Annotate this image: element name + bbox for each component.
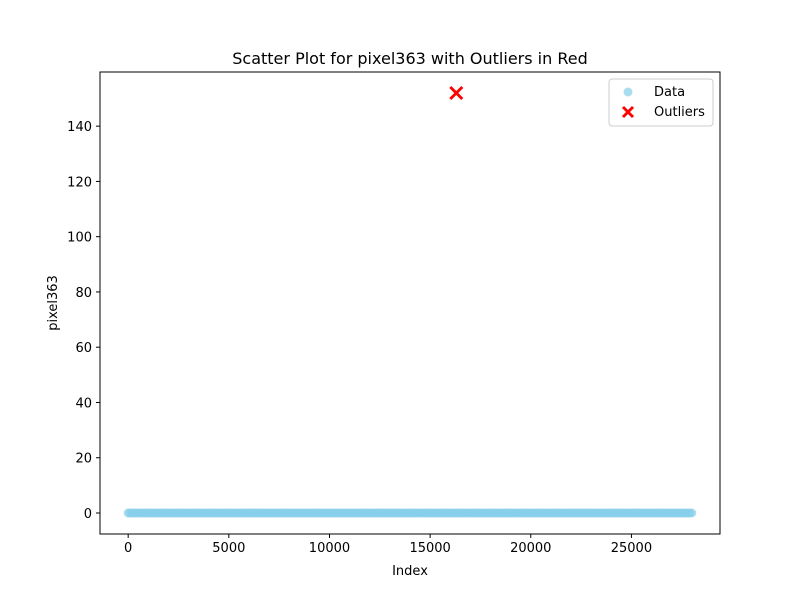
legend-data-label: Data [654, 85, 685, 100]
y-tick-label: 60 [75, 341, 92, 356]
y-tick-label: 100 [67, 231, 92, 246]
y-axis-label: pixel363 [46, 275, 61, 331]
x-tick-label: 0 [124, 541, 132, 556]
legend: Data Outliers [608, 78, 714, 127]
x-tick-label: 15000 [409, 541, 450, 556]
y-tick-label: 120 [67, 175, 92, 190]
x-tick-label: 25000 [611, 541, 652, 556]
x-tick-label: 20000 [510, 541, 551, 556]
outlier-point [449, 86, 464, 100]
legend-outlier-label: Outliers [654, 105, 705, 120]
data-point [687, 508, 697, 518]
data-series [123, 508, 697, 518]
plot-area [123, 86, 697, 518]
y-tick-label: 80 [75, 286, 92, 301]
outlier-series [449, 86, 464, 100]
chart-title: Scatter Plot for pixel363 with Outliers … [232, 49, 587, 68]
legend-outlier-marker [622, 106, 634, 118]
y-axis-ticks: 0 20 40 60 80 100 120 140 [67, 120, 100, 522]
legend-data-marker [623, 87, 633, 97]
y-tick-label: 140 [67, 120, 92, 135]
x-tick-label: 10000 [309, 541, 350, 556]
y-tick-label: 20 [75, 452, 92, 467]
x-axis-ticks: 0 5000 10000 15000 20000 25000 [124, 534, 652, 556]
y-tick-label: 0 [84, 507, 92, 522]
axes-frame [99, 71, 721, 535]
legend-box [608, 78, 714, 127]
y-tick-label: 40 [75, 396, 92, 411]
x-axis-label: Index [392, 564, 428, 579]
x-tick-label: 5000 [212, 541, 245, 556]
